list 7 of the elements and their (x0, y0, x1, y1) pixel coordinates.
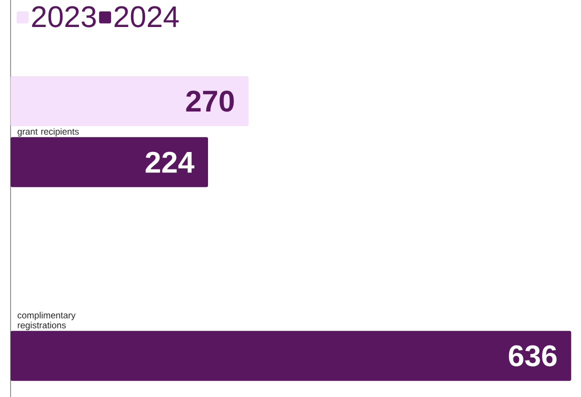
legend-label: 2023 (32, 6, 96, 28)
y-tick-label: grant recipients (18, 128, 79, 136)
legend-label: 2024 (114, 6, 179, 28)
y-tick-label: complimentary registrations (18, 312, 76, 330)
data-label: 636 (508, 345, 557, 366)
data-label: 270 (186, 90, 234, 112)
data-label: 224 (146, 152, 194, 173)
